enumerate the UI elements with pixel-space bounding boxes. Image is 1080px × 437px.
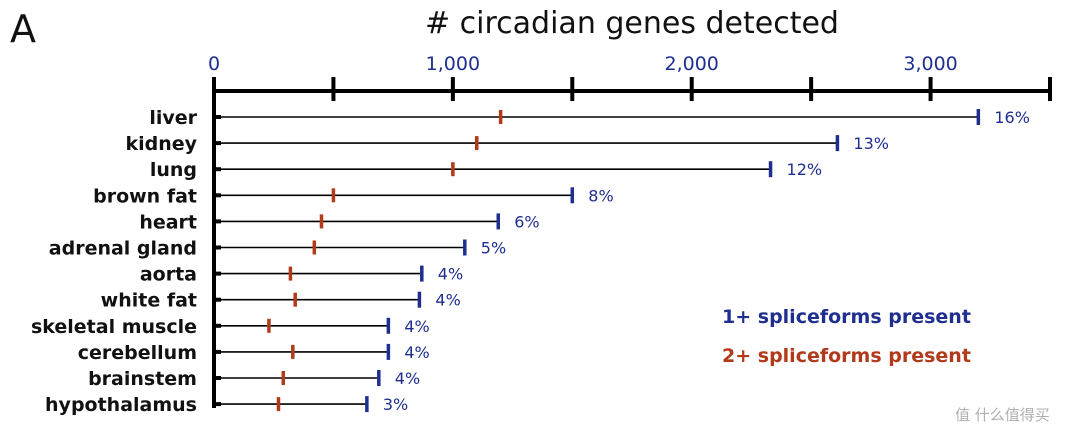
category-row: aorta 4% [140,264,463,286]
x-tick-label: 0 [208,53,220,75]
percent-label: 6% [514,212,539,231]
category-row: cerebellum 4% [78,342,430,364]
percent-label: 16% [994,108,1030,127]
percent-label: 3% [383,395,408,414]
category-label: cerebellum [78,342,197,364]
category-label: skeletal muscle [31,316,197,338]
category-label: adrenal gland [49,238,197,260]
category-label: heart [139,211,197,233]
category-row: hypothalamus 3% [45,394,408,416]
category-label: kidney [125,133,197,155]
panel-letter: A [10,7,36,51]
category-label: aorta [140,264,197,286]
watermark-text: 值 什么值得买 [955,406,1050,424]
percent-label: 5% [481,239,506,258]
data-rows: liver 16% kidney 13% lung 12% brown fat 8% heart… [31,107,1030,416]
percent-label: 4% [438,265,463,284]
percent-label: 8% [588,186,613,205]
percent-label: 4% [404,343,429,362]
category-label: brainstem [88,368,197,390]
category-label: lung [150,159,197,181]
legend-series-1: 1+ spliceforms present [722,306,971,328]
chart-title: # circadian genes detected [425,6,839,41]
category-row: lung 12% [150,159,822,181]
category-row: adrenal gland 5% [49,238,506,260]
percent-label: 12% [787,160,823,179]
category-label: white fat [101,290,197,312]
category-row: kidney 13% [125,133,889,155]
x-tick-label: 2,000 [665,53,719,75]
percent-label: 4% [435,291,460,310]
legend-series-2: 2+ spliceforms present [722,345,971,367]
category-label: hypothalamus [45,394,197,416]
x-tick-label: 3,000 [903,53,957,75]
x-tick-label: 1,000 [426,53,480,75]
category-label: liver [149,107,197,129]
percent-label: 4% [404,317,429,336]
x-tick-labels: 0 1,000 2,000 3,000 [208,53,958,75]
x-axis [212,77,1052,101]
category-label: brown fat [93,185,197,207]
category-row: brainstem 4% [88,368,420,390]
percent-label: 13% [853,134,889,153]
category-row: heart 6% [139,211,539,233]
category-row: skeletal muscle 4% [31,316,430,338]
category-row: brown fat 8% [93,185,614,207]
category-row: liver 16% [149,107,1030,129]
category-row: white fat 4% [101,290,461,312]
percent-label: 4% [395,369,420,388]
